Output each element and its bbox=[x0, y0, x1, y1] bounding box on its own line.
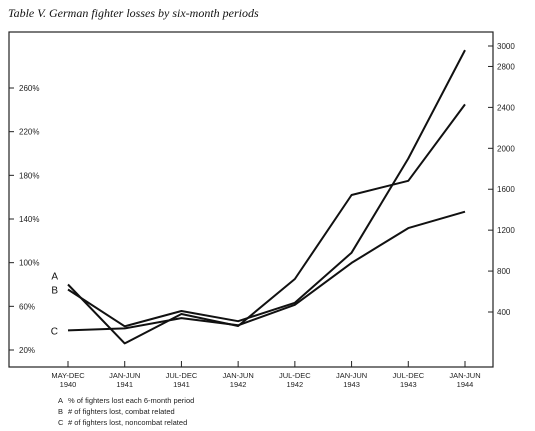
left-axis-tick-label: 60% bbox=[19, 302, 35, 311]
left-axis-tick-label: 260% bbox=[19, 84, 39, 93]
x-axis-category-year: 1941 bbox=[173, 380, 190, 389]
x-axis-category-year: 1941 bbox=[116, 380, 133, 389]
right-axis-tick-label: 800 bbox=[497, 267, 511, 276]
right-axis-tick-label: 400 bbox=[497, 308, 511, 317]
series-line-a bbox=[67, 103, 466, 345]
left-axis-tick-label: 20% bbox=[19, 346, 35, 355]
x-axis-category-label: JAN-JUN bbox=[449, 371, 480, 380]
right-axis-tick-label: 2400 bbox=[497, 103, 515, 112]
x-axis-category-label: MAY-DEC bbox=[51, 371, 85, 380]
series-line-c bbox=[67, 210, 466, 332]
legend-item-b: B # of fighters lost, combat related bbox=[58, 407, 175, 416]
right-axis-tick-label: 2000 bbox=[497, 144, 515, 153]
right-axis-tick-label: 1600 bbox=[497, 185, 515, 194]
legend-text: # of fighters lost, combat related bbox=[68, 407, 175, 416]
x-axis-category-year: 1942 bbox=[230, 380, 247, 389]
left-axis-tick-label: 180% bbox=[19, 171, 39, 180]
right-axis-tick-label: 1200 bbox=[497, 226, 515, 235]
chart-title: Table V. German fighter losses by six-mo… bbox=[8, 6, 259, 20]
left-axis-tick-label: 140% bbox=[19, 215, 39, 224]
legend-key: B bbox=[58, 407, 64, 416]
legend-text: % of fighters lost each 6-month period bbox=[68, 396, 195, 405]
right-axis-tick-label: 3000 bbox=[497, 42, 515, 51]
legend-text: # of fighters lost, noncombat related bbox=[68, 418, 188, 427]
series-label-c: C bbox=[51, 326, 58, 337]
x-axis-category-year: 1944 bbox=[457, 380, 474, 389]
x-axis-category-year: 1942 bbox=[287, 380, 304, 389]
series-label-a: A bbox=[51, 272, 58, 283]
legend-key: A bbox=[58, 396, 64, 405]
legend-key: C bbox=[58, 418, 64, 427]
right-axis-tick-label: 2800 bbox=[497, 62, 515, 71]
x-axis-category-label: JUL-DEC bbox=[279, 371, 311, 380]
legend-item-a: A % of fighters lost each 6-month period bbox=[58, 396, 194, 405]
x-axis-category-label: JUL-DEC bbox=[166, 371, 198, 380]
x-axis-category-label: JAN-JUN bbox=[109, 371, 140, 380]
x-axis-category-year: 1940 bbox=[60, 380, 77, 389]
plot-frame bbox=[8, 31, 494, 368]
left-axis-tick-label: 100% bbox=[19, 259, 39, 268]
x-axis-category-year: 1943 bbox=[400, 380, 417, 389]
series-line-b bbox=[67, 49, 466, 328]
left-axis-tick-label: 220% bbox=[19, 128, 39, 137]
x-axis-category-year: 1943 bbox=[343, 380, 360, 389]
series-label-b: B bbox=[51, 286, 58, 297]
x-axis-category-label: JAN-JUN bbox=[223, 371, 254, 380]
x-axis-category-label: JUL-DEC bbox=[392, 371, 424, 380]
x-axis-category-label: JAN-JUN bbox=[336, 371, 367, 380]
legend-item-c: C # of fighters lost, noncombat related bbox=[58, 418, 187, 427]
